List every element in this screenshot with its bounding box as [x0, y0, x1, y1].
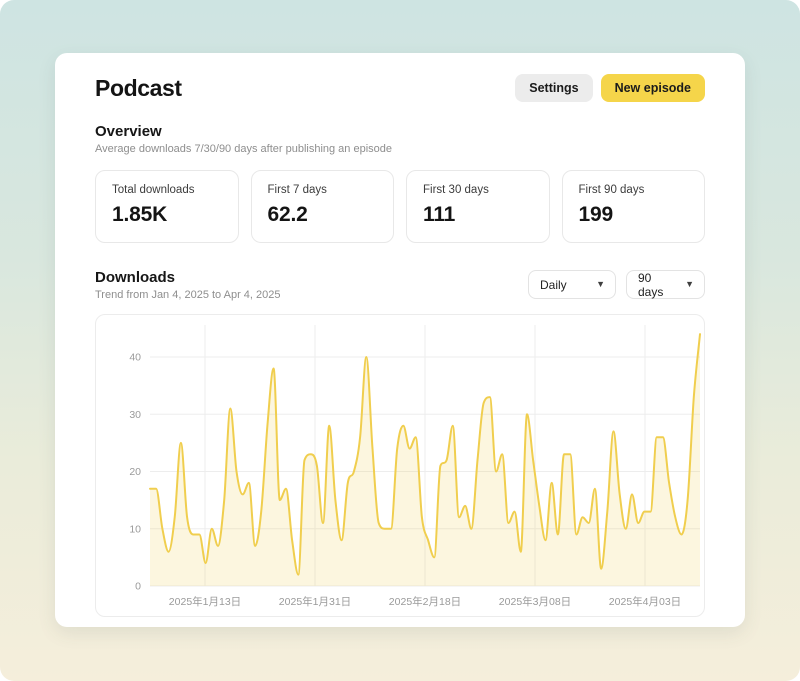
downloads-title: Downloads — [95, 269, 176, 286]
stat-value: 199 — [578, 203, 614, 226]
downloads-heading-group: Downloads Trend from Jan 4, 2025 to Apr … — [95, 269, 281, 301]
x-tick-label: 2025年4月03日 — [609, 595, 681, 608]
header-actions: Settings New episode — [515, 74, 705, 102]
y-tick-label: 0 — [135, 581, 141, 593]
y-tick-label: 20 — [129, 466, 141, 478]
header: Podcast Settings New episode — [95, 74, 705, 102]
podcast-dashboard-card: Podcast Settings New episode Overview Av… — [55, 53, 745, 627]
stat-card-total-downloads: Total downloads 1.85K — [95, 170, 239, 243]
range-select-value: 90 days — [638, 270, 664, 299]
chart-controls: Daily ▼ 90 days ▼ — [528, 270, 705, 299]
overview-subtitle: Average downloads 7/30/90 days after pub… — [95, 143, 393, 155]
chart-area-fill — [150, 334, 700, 586]
x-tick-label: 2025年2月18日 — [389, 595, 461, 608]
stat-label: First 7 days — [267, 184, 327, 196]
range-select[interactable]: 90 days ▼ — [626, 270, 705, 299]
downloads-section-header: Downloads Trend from Jan 4, 2025 to Apr … — [95, 269, 705, 301]
chevron-down-icon: ▼ — [685, 279, 694, 289]
stat-label: First 30 days — [423, 184, 489, 196]
stat-card-first-7-days: First 7 days 62.2 — [250, 170, 394, 243]
overview-title: Overview — [95, 123, 162, 140]
x-tick-label: 2025年1月13日 — [169, 595, 241, 608]
stat-card-first-90-days: First 90 days 199 — [561, 170, 705, 243]
stat-cards: Total downloads 1.85K First 7 days 62.2 … — [95, 170, 705, 243]
stat-card-first-30-days: First 30 days 111 — [406, 170, 550, 243]
downloads-area-chart: 2025年1月13日 2025年1月31日 2025年2月18日 2025年3月08日… — [129, 325, 701, 608]
overview-section: Overview Average downloads 7/30/90 days … — [95, 123, 705, 243]
stat-value: 1.85K — [112, 203, 168, 226]
stat-label: First 90 days — [578, 184, 645, 196]
settings-button[interactable]: Settings — [515, 74, 593, 102]
downloads-chart-card: 2025年1月13日 2025年1月31日 2025年2月18日 2025年3月08日… — [95, 314, 705, 617]
x-tick-label: 2025年3月08日 — [499, 595, 571, 608]
new-episode-button[interactable]: New episode — [600, 74, 705, 102]
stat-label: Total downloads — [112, 184, 195, 196]
page-title: Podcast — [95, 74, 182, 101]
y-tick-label: 30 — [129, 409, 141, 421]
y-tick-label: 40 — [129, 352, 141, 364]
downloads-trend-line — [149, 333, 701, 576]
interval-select[interactable]: Daily ▼ — [528, 270, 616, 299]
stat-value: 62.2 — [267, 203, 308, 226]
stat-value: 111 — [423, 203, 456, 226]
downloads-subtitle: Trend from Jan 4, 2025 to Apr 4, 2025 — [95, 289, 281, 301]
chevron-down-icon: ▼ — [596, 279, 605, 289]
y-tick-label: 10 — [129, 523, 141, 535]
x-tick-label: 2025年1月31日 — [279, 595, 351, 608]
interval-select-value: Daily — [540, 277, 567, 292]
